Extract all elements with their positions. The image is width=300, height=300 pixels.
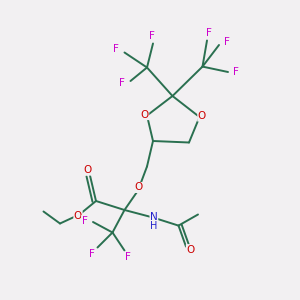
Text: O: O	[140, 110, 149, 120]
Text: F: F	[82, 215, 88, 226]
Text: O: O	[135, 182, 143, 193]
Text: O: O	[74, 211, 82, 221]
Text: N: N	[150, 212, 158, 222]
Text: F: F	[148, 31, 154, 41]
Text: O: O	[186, 244, 195, 255]
Text: H: H	[150, 221, 158, 231]
Text: F: F	[233, 67, 239, 77]
Text: F: F	[113, 44, 119, 55]
Text: F: F	[224, 37, 230, 47]
Text: O: O	[198, 111, 206, 121]
Text: F: F	[89, 249, 95, 259]
Text: O: O	[83, 165, 92, 175]
Text: F: F	[119, 77, 125, 88]
Text: F: F	[124, 252, 130, 262]
Text: F: F	[206, 28, 212, 38]
